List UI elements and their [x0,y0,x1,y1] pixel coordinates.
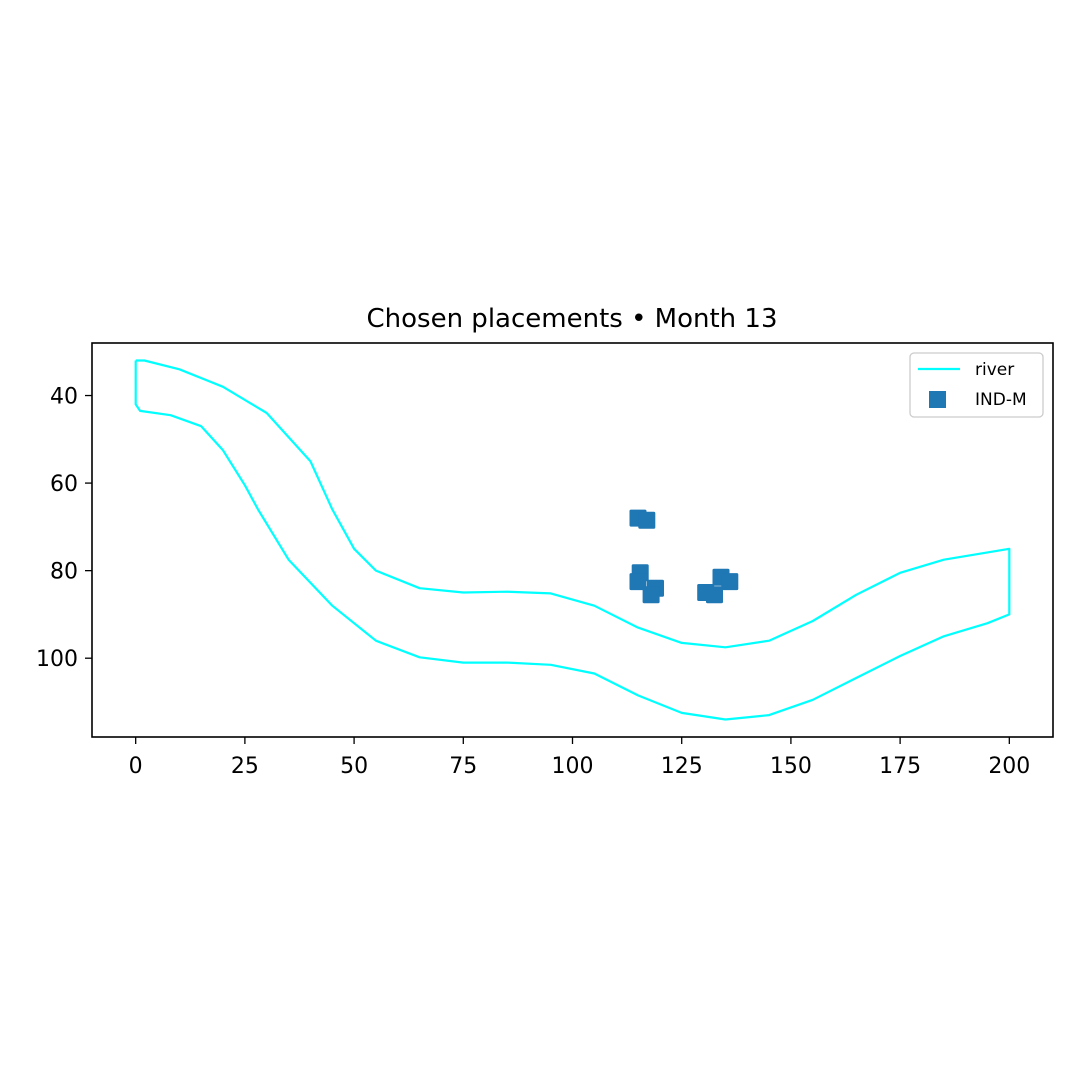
y-tick-label: 60 [50,472,78,497]
ind-m-marker [721,573,739,591]
ind-m-marker [638,511,656,529]
y-axis: 40 60 80 100 [36,385,92,672]
river-line [134,359,1011,721]
x-tick-label: 25 [231,754,259,779]
ind-m-marker [642,586,660,604]
ind-m-marker [629,573,647,591]
x-tick-label: 150 [770,754,812,779]
x-tick-label: 175 [879,754,921,779]
x-tick-label: 100 [552,754,594,779]
y-tick-label: 80 [50,560,78,585]
chart-title: Chosen placements • Month 13 [366,304,777,334]
x-tick-label: 75 [449,754,477,779]
legend-label-ind-m: IND-M [975,390,1027,410]
x-tick-label: 125 [661,754,703,779]
axes-frame [91,342,1054,738]
x-tick-label: 0 [129,754,143,779]
x-tick-label: 200 [988,754,1030,779]
y-tick-label: 100 [36,647,78,672]
legend-ind-m-swatch [929,391,946,408]
ind-m-marker [706,586,723,604]
legend: river IND-M [909,352,1044,418]
x-tick-label: 50 [340,754,368,779]
legend-label-river: river [975,360,1014,380]
x-axis: 0 25 50 75 100 125 150 175 200 [129,737,1030,779]
plot-area [134,359,1011,721]
y-tick-label: 40 [50,385,78,410]
